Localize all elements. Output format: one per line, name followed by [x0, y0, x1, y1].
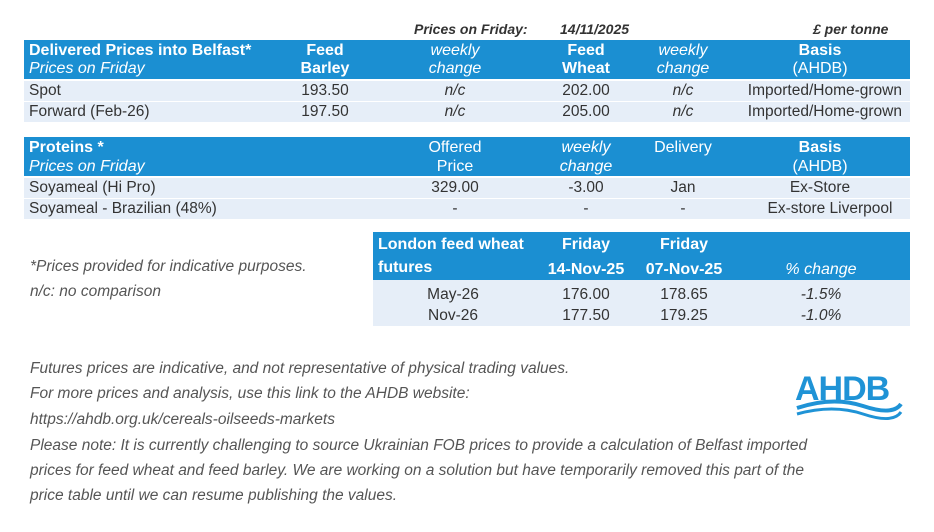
futures-body: May-26 176.00 178.65 -1.5% Nov-26 177.50…: [373, 280, 910, 326]
futures-month: Nov-26: [428, 307, 478, 324]
row-barley-change: n/c: [444, 103, 466, 120]
col-basis-2: (AHDB): [792, 60, 848, 77]
col-delivery: Delivery: [654, 139, 712, 156]
col-wheat-1: Feed: [567, 42, 605, 59]
row-basis: Imported/Home-grown: [747, 103, 902, 120]
table-row: Forward (Feb-26) 197.50 n/c 205.00 n/c I…: [24, 102, 910, 122]
futures-v1: 176.00: [562, 286, 610, 303]
col-offered-2: Price: [436, 158, 474, 175]
unit-label: £ per tonne: [813, 21, 889, 37]
col-basis-2: (AHDB): [792, 158, 848, 175]
row-delivery: Jan: [670, 179, 696, 196]
row-wheat-change: n/c: [672, 82, 694, 99]
futures-disclaimer: Futures prices are indicative, and not r…: [30, 360, 570, 377]
ukraine-note-1: Please note: It is currently challenging…: [30, 437, 808, 454]
futures-col3: % change: [785, 261, 857, 278]
futures-change: -1.0%: [800, 307, 842, 324]
ahdb-logo: AHDB: [793, 370, 905, 422]
row-basis: Imported/Home-grown: [747, 82, 902, 99]
ukraine-note-2: prices for feed wheat and feed barley. W…: [30, 462, 804, 479]
col-basis-1: Basis: [798, 139, 842, 156]
proteins-header: Proteins * Prices on Friday Offered Pric…: [24, 137, 910, 176]
futures-title-2: futures: [378, 259, 433, 276]
row-name: Soyameal (Hi Pro): [29, 179, 156, 196]
row-wheat: 205.00: [562, 103, 610, 120]
indicative-note: *Prices provided for indicative purposes…: [30, 258, 307, 275]
col-offered-1: Offered: [428, 139, 482, 156]
row-basis: Ex-Store: [789, 179, 851, 196]
futures-title-1: London feed wheat: [378, 236, 524, 253]
col-barley-2: Barley: [300, 60, 350, 77]
row-basis: Ex-store Liverpool: [767, 200, 893, 217]
delivered-header: Delivered Prices into Belfast* Prices on…: [24, 40, 910, 79]
report-date: 14/11/2025: [560, 21, 630, 37]
wave-icon: [796, 399, 903, 420]
ahdb-link[interactable]: https://ahdb.org.uk/cereals-oilseeds-mar…: [30, 411, 335, 428]
futures-col1-2: 14-Nov-25: [547, 261, 625, 278]
prices-on-friday-label: Prices on Friday:: [414, 21, 528, 37]
delivered-title: Delivered Prices into Belfast*: [29, 42, 252, 59]
row-name: Forward (Feb-26): [29, 103, 150, 120]
col-basis-1: Basis: [798, 42, 842, 59]
ukraine-note-3: price table until we can resume publishi…: [30, 487, 398, 504]
col-wheat-change-2: change: [656, 60, 710, 77]
table-row: Spot 193.50 n/c 202.00 n/c Imported/Home…: [24, 81, 910, 101]
proteins-subtitle: Prices on Friday: [29, 158, 145, 175]
row-price: 329.00: [431, 179, 479, 196]
col-change-2: change: [559, 158, 613, 175]
row-barley: 193.50: [301, 82, 349, 99]
futures-v1: 177.50: [562, 307, 610, 324]
nc-note: n/c: no comparison: [30, 283, 161, 300]
row-wheat: 202.00: [562, 82, 610, 99]
row-change: -3.00: [568, 179, 604, 196]
futures-v2: 178.65: [660, 286, 708, 303]
delivered-subtitle: Prices on Friday: [29, 60, 145, 77]
futures-col2-1: Friday: [659, 236, 708, 253]
col-wheat-change-1: weekly: [658, 42, 708, 59]
futures-v2: 179.25: [660, 307, 708, 324]
row-barley: 197.50: [301, 103, 349, 120]
futures-header: London feed wheat futures Friday 14-Nov-…: [373, 232, 910, 280]
futures-col2-2: 07-Nov-25: [645, 261, 723, 278]
futures-col1-1: Friday: [561, 236, 610, 253]
website-note: For more prices and analysis, use this l…: [30, 385, 470, 402]
table-row: Soyameal - Brazilian (48%) - - - Ex-stor…: [24, 199, 910, 219]
row-price: -: [452, 200, 458, 217]
futures-change: -1.5%: [800, 286, 842, 303]
futures-month: May-26: [427, 286, 479, 303]
row-wheat-change: n/c: [672, 103, 694, 120]
col-change-1: weekly: [561, 139, 611, 156]
col-barley-change-1: weekly: [430, 42, 480, 59]
col-wheat-2: Wheat: [562, 60, 610, 77]
row-name: Soyameal - Brazilian (48%): [29, 200, 217, 217]
row-change: -: [583, 200, 589, 217]
row-name: Spot: [29, 82, 61, 99]
col-barley-1: Feed: [306, 42, 344, 59]
col-barley-change-2: change: [428, 60, 482, 77]
proteins-title: Proteins *: [29, 139, 104, 156]
table-row: Soyameal (Hi Pro) 329.00 -3.00 Jan Ex-St…: [24, 178, 910, 198]
row-barley-change: n/c: [444, 82, 466, 99]
row-delivery: -: [680, 200, 686, 217]
